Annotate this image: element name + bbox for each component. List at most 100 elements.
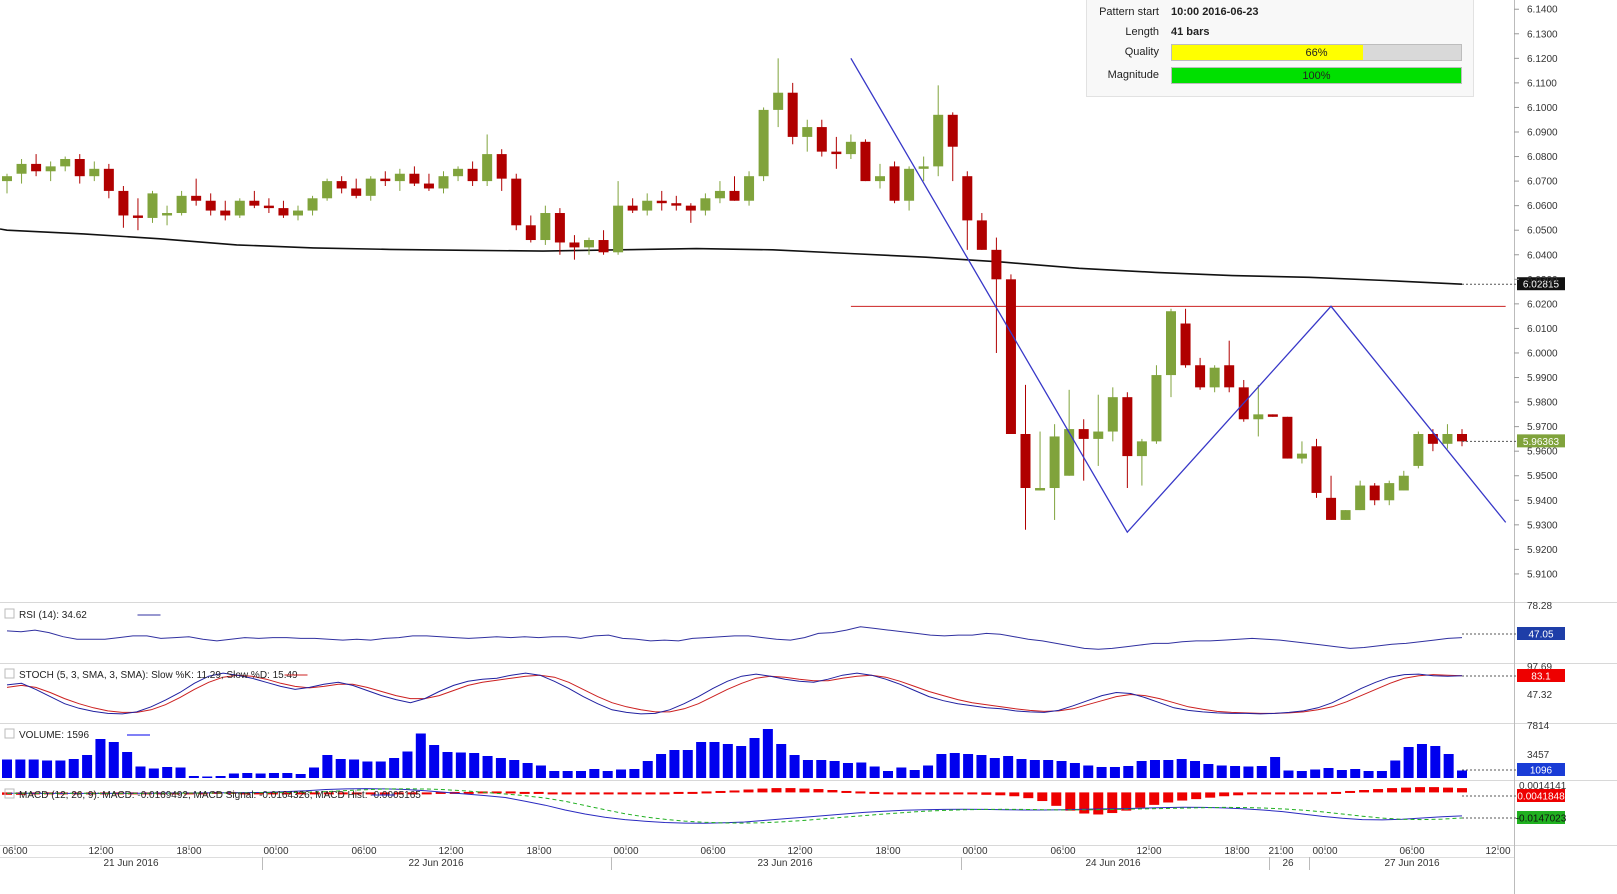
macd-hist-bar — [1373, 789, 1384, 793]
volume-bar — [1243, 766, 1254, 778]
ma-value-label: 6.02815 — [1523, 280, 1560, 291]
candle-body — [1224, 365, 1235, 388]
time-tick-label: 00:00 — [962, 846, 987, 857]
macd-hist-bar — [365, 792, 376, 795]
volume-bar — [883, 771, 894, 778]
macd-hist-bar — [967, 792, 978, 795]
volume-bar — [469, 753, 480, 778]
volume-bar — [1163, 760, 1174, 778]
volume-bar — [349, 759, 360, 778]
candle-body — [1282, 416, 1293, 459]
volume-bar — [1390, 760, 1401, 778]
candle-body — [991, 249, 1002, 280]
macd-hist-bar — [1163, 792, 1174, 803]
magnitude-label: Magnitude — [1107, 69, 1159, 81]
candle-body — [453, 168, 464, 177]
macd-hist-bar — [295, 792, 306, 795]
volume-tick-label: 7814 — [1527, 721, 1550, 732]
candle-body — [482, 154, 493, 182]
volume-bar — [802, 760, 813, 778]
candle-body — [176, 195, 187, 214]
candle-body — [831, 151, 842, 155]
price-tick-label: 5.9200 — [1527, 545, 1558, 556]
candle-body — [1195, 365, 1206, 388]
macd-hist-bar — [841, 790, 852, 793]
candle-body — [700, 198, 711, 211]
macd-hist-bar — [379, 792, 390, 795]
volume-bar — [15, 759, 26, 778]
candle-body — [1209, 367, 1220, 388]
macd-hist-bar — [1233, 792, 1244, 796]
candle-body — [394, 173, 405, 182]
macd-hist-bar — [421, 792, 432, 795]
macd-hist-bar — [743, 789, 754, 793]
volume-bar — [749, 738, 760, 778]
macd-hist-bar — [1135, 792, 1146, 808]
volume-bar — [682, 750, 693, 778]
macd-hist-bar — [827, 790, 838, 793]
candle-body — [976, 220, 987, 250]
magnitude-bar: 100% — [1171, 67, 1462, 84]
macd-hist-bar — [1009, 792, 1020, 797]
macd-hist-bar — [1261, 792, 1272, 795]
volume-bar — [455, 752, 466, 778]
candle-body — [191, 195, 202, 201]
candle-body — [16, 163, 27, 174]
candle-body — [103, 168, 114, 191]
volume-bar — [589, 769, 600, 778]
candle-body — [1078, 429, 1089, 439]
date-label: 27 Jun 2016 — [1384, 858, 1439, 869]
volume-bar — [963, 754, 974, 778]
macd-hist-bar — [785, 788, 796, 793]
volume-bar — [255, 773, 266, 778]
macd-hist-bar — [1387, 788, 1398, 793]
candle-body — [627, 205, 638, 211]
pattern-line — [850, 57, 1507, 534]
candle-body — [918, 166, 929, 169]
volume-bar — [1083, 765, 1094, 778]
quality-row: Quality 66% — [1087, 43, 1473, 63]
candle-body — [860, 141, 871, 182]
candle-body — [496, 154, 507, 179]
stoch-tick-label: 97.69 — [1527, 662, 1552, 673]
volume-bar — [722, 744, 733, 778]
candle-body — [1413, 433, 1424, 466]
candle-body — [540, 213, 551, 241]
macd-hist-bar — [1457, 788, 1467, 793]
price-tick-label: 6.0400 — [1527, 250, 1558, 261]
magnitude-row: Magnitude 100% — [1087, 66, 1473, 86]
volume-bar — [375, 761, 386, 778]
price-tick-label: 5.9600 — [1527, 447, 1558, 458]
macd-hist-bar — [897, 792, 908, 795]
candle-body — [89, 168, 100, 177]
candle-body — [1427, 433, 1438, 444]
macd-hist-bar — [547, 792, 558, 795]
volume-bar — [989, 758, 1000, 778]
volume-value-label: 1096 — [1530, 766, 1553, 777]
macd-hist-bar — [869, 791, 880, 794]
candle-body — [1005, 279, 1016, 434]
macd-signal-value-label: -0.0147023 — [1516, 814, 1567, 825]
macd-hist-bar — [1359, 790, 1370, 793]
volume-bar — [789, 755, 800, 778]
price-tick-label: 6.0900 — [1527, 127, 1558, 138]
candle-body — [1180, 323, 1191, 366]
volume-bar — [1416, 744, 1427, 778]
macd-hist-bar — [1093, 792, 1104, 815]
volume-bar — [28, 759, 39, 778]
current-price-label: 5.96363 — [1523, 437, 1560, 448]
volume-bar — [1056, 761, 1067, 778]
volume-bar — [896, 767, 907, 778]
volume-bar — [162, 767, 173, 778]
volume-bar — [535, 765, 546, 778]
candle-body — [45, 166, 56, 172]
volume-bar — [1230, 766, 1241, 778]
candle-body — [584, 240, 594, 248]
volume-bar — [335, 759, 346, 778]
candle-body — [147, 193, 158, 218]
quality-bar: 66% — [1171, 44, 1462, 61]
candle-body — [816, 127, 827, 152]
volume-value-label-bg — [1517, 763, 1565, 776]
volume-bar — [95, 739, 106, 778]
